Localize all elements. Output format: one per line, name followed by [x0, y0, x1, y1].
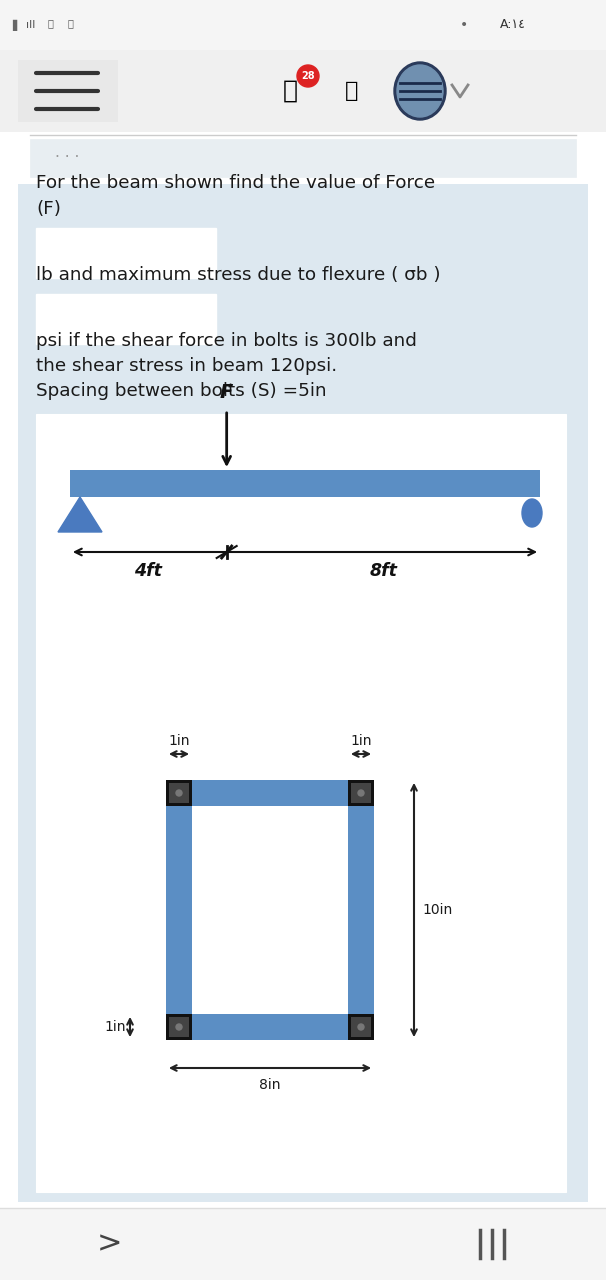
Text: ıll: ıll	[26, 20, 35, 29]
Text: 📶: 📶	[48, 18, 54, 28]
Bar	[166, 780, 374, 1039]
Text: 28: 28	[301, 70, 315, 81]
Bar	[192, 806, 348, 1014]
Text: F: F	[220, 383, 233, 402]
Ellipse shape	[522, 499, 542, 527]
Text: Spacing between bolts (S) =5in: Spacing between bolts (S) =5in	[36, 381, 327, 399]
Text: A:١٤: A:١٤	[500, 18, 526, 32]
Text: 💬: 💬	[345, 81, 359, 101]
Text: For the beam shown find the value of Force: For the beam shown find the value of For…	[36, 174, 435, 192]
Circle shape	[358, 790, 364, 796]
Text: 10in: 10in	[422, 902, 452, 916]
Text: 8in: 8in	[259, 1078, 281, 1092]
Text: psi if the shear force in bolts is 300lb and: psi if the shear force in bolts is 300lb…	[36, 332, 417, 349]
Bar	[166, 780, 192, 806]
Bar	[36, 228, 216, 278]
Bar	[169, 783, 189, 803]
Text: (F): (F)	[36, 200, 61, 218]
Bar	[0, 1208, 606, 1280]
Text: lb and maximum stress due to flexure ( σb ): lb and maximum stress due to flexure ( σ…	[36, 266, 441, 284]
Polygon shape	[58, 497, 102, 532]
Text: 1in: 1in	[104, 1020, 126, 1034]
Bar	[70, 470, 540, 497]
Bar	[18, 184, 588, 1202]
Text: ⏰: ⏰	[68, 18, 74, 28]
Text: 4ft: 4ft	[135, 562, 162, 580]
Ellipse shape	[394, 61, 446, 120]
Text: 1in: 1in	[350, 733, 371, 748]
Bar	[36, 294, 216, 344]
Bar	[36, 413, 566, 1192]
Text: 🔔: 🔔	[282, 79, 298, 102]
Bar	[351, 1018, 371, 1037]
Text: >: >	[97, 1230, 123, 1258]
Text: ▌: ▌	[12, 19, 21, 31]
Text: 1in: 1in	[168, 733, 190, 748]
Circle shape	[297, 65, 319, 87]
Bar	[169, 1018, 189, 1037]
Text: · · ·: · · ·	[55, 151, 79, 165]
Bar	[0, 0, 606, 50]
Bar	[348, 1014, 374, 1039]
Text: •: •	[460, 18, 468, 32]
Circle shape	[358, 1024, 364, 1030]
Bar	[18, 60, 118, 122]
Text: 8ft: 8ft	[370, 562, 398, 580]
Ellipse shape	[397, 65, 443, 116]
Text: the shear stress in beam 120psi.: the shear stress in beam 120psi.	[36, 357, 337, 375]
Bar	[348, 780, 374, 806]
Bar	[166, 1014, 192, 1039]
Circle shape	[176, 1024, 182, 1030]
Bar	[0, 50, 606, 132]
Bar	[351, 783, 371, 803]
Circle shape	[176, 790, 182, 796]
Bar	[30, 140, 576, 177]
